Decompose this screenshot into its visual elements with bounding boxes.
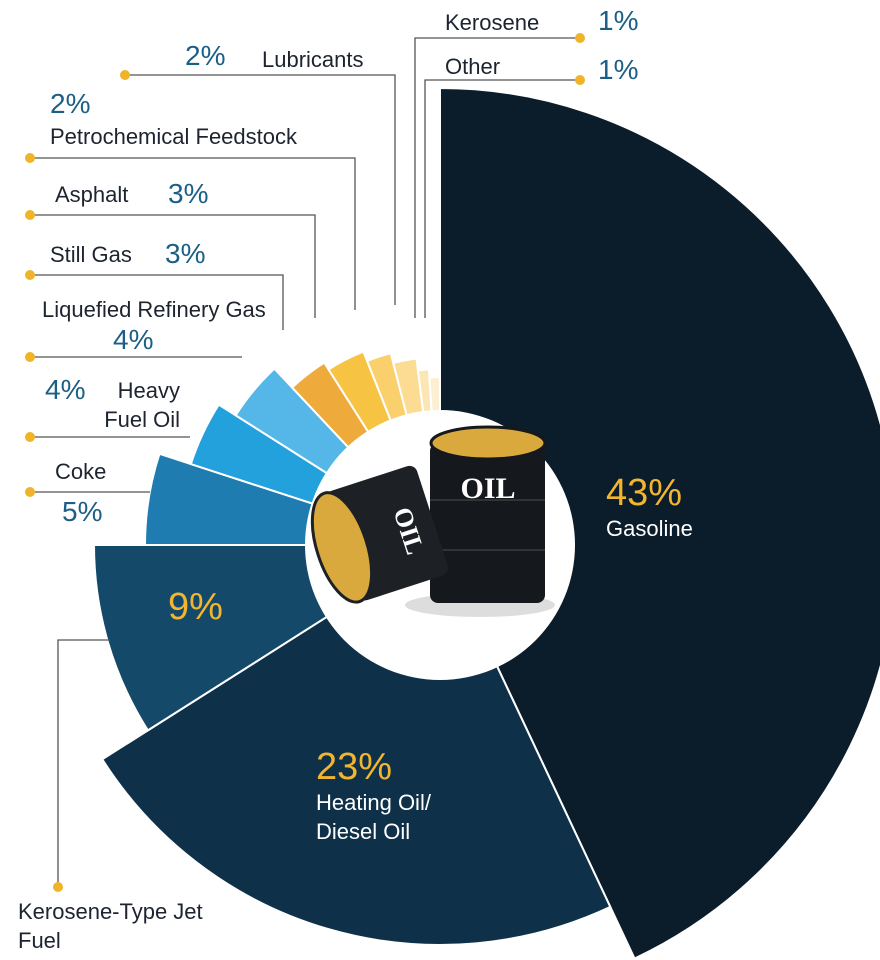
leader-lines (30, 37, 580, 887)
value-label: 4% (45, 374, 86, 405)
value-label: 2% (50, 88, 91, 119)
value-label: 4% (113, 324, 154, 355)
leader-dots (25, 33, 585, 892)
leader-dot (120, 70, 130, 80)
leader-dot (53, 882, 63, 892)
leader-line (424, 79, 580, 318)
category-label: Kerosene-Type Jet Fuel (18, 899, 203, 954)
wedge (439, 86, 880, 960)
leader-line (125, 74, 396, 305)
tipped-barrel: OIL (310, 465, 449, 604)
category-label: Heating Oil/ Diesel Oil (316, 790, 431, 845)
category-label: Heavy Fuel Oil (104, 378, 180, 433)
leader-dot (575, 33, 585, 43)
leader-dot (25, 352, 35, 362)
leader-line (30, 274, 284, 330)
value-label: 3% (168, 178, 209, 209)
value-label: 1% (598, 54, 639, 85)
barrel-top (429, 425, 547, 461)
value-label: 2% (185, 40, 226, 71)
category-label: Coke (55, 459, 107, 484)
barrel-illustration: OIL OIL (310, 425, 555, 617)
category-label: Gasoline (606, 516, 693, 541)
value-label: 43% (606, 472, 683, 514)
value-label: 1% (598, 5, 639, 36)
category-label: Liquefied Refinery Gas (42, 297, 266, 322)
value-label: 9% (168, 586, 223, 628)
value-label: 5% (62, 496, 103, 527)
category-label: Kerosene (445, 10, 540, 35)
leader-line (30, 157, 356, 310)
leader-dot (25, 487, 35, 497)
barrel-label: OIL (460, 472, 515, 505)
category-label: Lubricants (262, 47, 364, 72)
barrel (430, 443, 545, 603)
category-label: Petrochemical Feedstock (50, 124, 297, 149)
category-label: Still Gas (50, 242, 132, 267)
barrel-top (310, 491, 374, 604)
leader-dot (25, 270, 35, 280)
leader-dot (25, 153, 35, 163)
leader-dot (25, 210, 35, 220)
value-label: 3% (165, 238, 206, 269)
leader-line (414, 37, 580, 318)
value-label: 23% (316, 746, 393, 788)
category-label: Asphalt (55, 182, 129, 207)
leader-line (57, 639, 110, 887)
leader-dot (575, 75, 585, 85)
category-label: Other (445, 54, 501, 79)
leader-line (30, 214, 316, 318)
leader-dot (25, 432, 35, 442)
